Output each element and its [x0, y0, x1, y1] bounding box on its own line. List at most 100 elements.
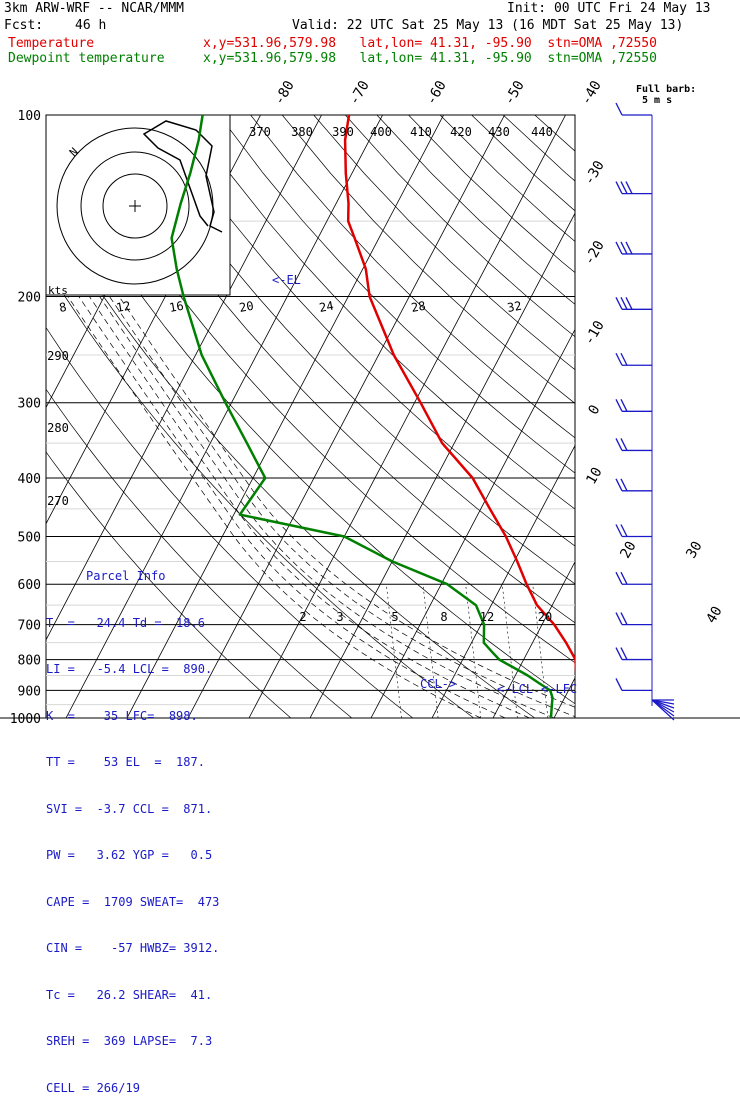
wind-barb-feather — [626, 297, 632, 309]
isotherm-label: -10 — [581, 318, 608, 348]
wind-barb-feather — [616, 678, 622, 690]
pressure-tick-label: 200 — [18, 291, 41, 306]
dry-adiabat-line — [251, 115, 740, 718]
wind-barb-feather — [621, 438, 627, 450]
theta-label: 380 — [291, 125, 313, 139]
isotherm-label: 30 — [683, 539, 705, 562]
pressure-tick-label: 400 — [18, 472, 41, 487]
wind-barb-feather — [616, 438, 622, 450]
isotherm-line — [0, 115, 17, 718]
hodograph-speed-label: 28 — [410, 299, 427, 315]
pressure-tick-label: 600 — [18, 578, 41, 593]
el-marker: <-EL — [272, 273, 301, 287]
isotherm-label: 0 — [585, 402, 603, 417]
isotherm-label: -40 — [578, 78, 605, 108]
hodograph-speed-label: 8 — [58, 300, 68, 315]
parcel-row: CELL = 266/19 — [46, 1081, 246, 1097]
wind-barb-feather — [621, 182, 627, 194]
pressure-tick-label: 900 — [18, 684, 41, 699]
wind-barb-feather — [616, 648, 622, 660]
wind-barb-feather — [616, 613, 622, 625]
mixing-ratio-label: 8 — [440, 610, 447, 624]
isotherm-label: 40 — [703, 604, 725, 627]
parcel-info-panel: Parcel Info T = 24.4 Td = 18.6 LI = -5.4… — [46, 538, 246, 1112]
wind-barb-feather — [616, 479, 622, 491]
mixing-ratio-label: 2 — [299, 610, 306, 624]
parcel-row: K = 35 LFC= 898. — [46, 709, 246, 725]
hodograph-speed-label: 24 — [318, 299, 335, 315]
lfc-marker: <-LFC — [541, 682, 577, 696]
pressure-tick-label: 800 — [18, 654, 41, 669]
dry-adiabat-line — [282, 115, 740, 718]
wind-barb-feather — [626, 182, 632, 194]
parcel-row: PW = 3.62 YGP = 0.5 — [46, 848, 246, 864]
ccl-marker: CCL-> — [420, 677, 456, 691]
theta-label: 290 — [47, 349, 69, 363]
wind-barb-feather — [616, 399, 622, 411]
isotherm-label: 20 — [617, 539, 639, 562]
wind-barb-feather — [621, 297, 627, 309]
theta-label: 280 — [47, 421, 69, 435]
isotherm-label: -80 — [271, 78, 298, 108]
barb-legend-title: Full barb: — [636, 84, 696, 95]
mixing-ratio-line — [582, 584, 597, 718]
parcel-row: LI = -5.4 LCL = 890. — [46, 662, 246, 678]
theta-label: 430 — [488, 125, 510, 139]
wind-barb-feather — [616, 297, 622, 309]
mixing-ratio-label: 3 — [336, 610, 343, 624]
isotherm-label: -50 — [501, 78, 528, 108]
wind-barb-feather — [621, 479, 627, 491]
isotherm-line — [310, 115, 627, 718]
wind-barb-feather — [616, 103, 622, 115]
dry-adiabat-line — [472, 115, 740, 718]
mixing-ratio-label: 5 — [391, 610, 398, 624]
isotherm-label: -60 — [423, 78, 450, 108]
theta-label: 440 — [531, 125, 553, 139]
dry-adiabat-line — [535, 115, 740, 718]
isotherm-line — [249, 115, 566, 718]
isotherm-line — [493, 115, 740, 718]
theta-label: 400 — [370, 125, 392, 139]
wind-barb-feather — [626, 242, 632, 254]
parcel-row: TT = 53 EL = 187. — [46, 755, 246, 771]
hodograph-speed-label: 32 — [506, 299, 523, 315]
wind-barb-feather — [616, 572, 622, 584]
parcel-row: SVI = -3.7 CCL = 871. — [46, 802, 246, 818]
wind-barb-feather — [616, 524, 622, 536]
isotherm-line — [371, 115, 688, 718]
mixing-ratio-line — [533, 584, 548, 718]
hodograph-speed-label: 12 — [115, 299, 132, 315]
pressure-tick-label: 700 — [18, 619, 41, 634]
pressure-tick-label: 300 — [18, 397, 41, 412]
wind-barb-feather — [621, 353, 627, 365]
theta-label: 370 — [249, 125, 271, 139]
mixing-ratio-label: 12 — [480, 610, 494, 624]
isotherm-label: 10 — [583, 465, 605, 488]
parcel-row: SREH = 369 LAPSE= 7.3 — [46, 1034, 246, 1050]
mixing-ratio-line — [502, 584, 517, 718]
isotherm-label: -30 — [581, 158, 608, 188]
isotherm-line — [432, 115, 740, 718]
wind-barb-feather — [621, 572, 627, 584]
dry-adiabat-line — [345, 115, 740, 718]
wind-barb-feather — [616, 182, 622, 194]
parcel-row: CIN = -57 HWBZ= 3912. — [46, 941, 246, 957]
theta-label: 420 — [450, 125, 472, 139]
parcel-info-title: Parcel Info — [46, 569, 246, 585]
hodograph-speed-label: 16 — [168, 299, 185, 315]
pressure-tick-label: 1000 — [10, 712, 41, 727]
wind-barb-feather — [616, 353, 622, 365]
pressure-tick-label: 100 — [18, 109, 41, 124]
wind-barb-feather — [621, 613, 627, 625]
wind-barb-feather — [621, 399, 627, 411]
theta-label: 270 — [47, 494, 69, 508]
hodograph-speed-unit: kts — [48, 284, 68, 297]
wind-barb-feather — [621, 524, 627, 536]
isotherm-line — [554, 115, 740, 718]
pressure-tick-label: 500 — [18, 530, 41, 545]
parcel-row: T = 24.4 Td = 18.6 — [46, 616, 246, 632]
barb-legend-unit: 5 m s — [642, 95, 672, 106]
wind-barb-feather — [621, 242, 627, 254]
isotherm-label: -20 — [581, 238, 608, 268]
lcl-marker: <-LCL — [497, 682, 533, 696]
